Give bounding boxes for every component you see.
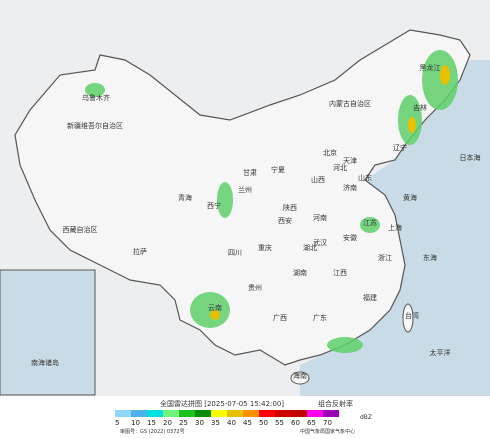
- legend-level: 45: [243, 419, 252, 427]
- place-label: 湖南: [293, 268, 307, 277]
- legend-swatch: [115, 410, 131, 417]
- echo: [360, 217, 380, 233]
- place-label: 湖北: [303, 243, 317, 252]
- place-label: 黑龙江: [420, 63, 441, 72]
- sea: [300, 60, 490, 396]
- place-label: 青海: [178, 193, 192, 202]
- legend-level: 35: [211, 419, 220, 427]
- legend-swatch: [307, 410, 323, 417]
- place-label: 云南: [208, 303, 222, 312]
- product: 组合反射率: [318, 399, 353, 408]
- legend-swatch: [211, 410, 227, 417]
- echo: [422, 50, 458, 110]
- legend-level: 55: [275, 419, 284, 427]
- place-label: 天津: [343, 157, 357, 165]
- place-label: 河南: [313, 213, 327, 222]
- echo: [85, 83, 105, 97]
- legend-swatch: [131, 410, 147, 417]
- legend-level: 50: [259, 419, 268, 427]
- place-label: 甘肃: [243, 168, 257, 177]
- place-label: 东海: [423, 253, 437, 262]
- legend-swatch: [323, 410, 339, 417]
- legend-swatch: [259, 410, 275, 417]
- legend-swatch: [243, 410, 259, 417]
- place-label: 西宁: [207, 201, 221, 210]
- legend-level: 15: [147, 419, 156, 427]
- place-label: 江西: [333, 269, 347, 277]
- place-label: 吉林: [413, 103, 427, 112]
- place-label: 内蒙古自治区: [329, 99, 371, 108]
- legend-swatch: [147, 410, 163, 417]
- taiwan: [402, 303, 414, 333]
- place-label: 上海: [388, 223, 402, 232]
- hainan: [290, 371, 310, 385]
- place-label: 日本海: [460, 153, 481, 162]
- legend-level: 5: [115, 419, 119, 427]
- legend-level: 60: [291, 419, 300, 427]
- legend-swatch: [163, 410, 179, 417]
- place-label: 新疆维吾尔自治区: [67, 121, 123, 130]
- place-label: 福建: [363, 293, 377, 302]
- place-label: 陕西: [283, 203, 297, 212]
- place-label: 重庆: [258, 243, 272, 252]
- approval: 审图号：GS (2022) 0372号: [120, 428, 185, 435]
- echo: [217, 182, 233, 218]
- place-label: 拉萨: [133, 247, 147, 256]
- inset-south-china-sea: [0, 269, 96, 396]
- place-label: 广东: [313, 313, 327, 322]
- legend-swatch: [195, 410, 211, 417]
- legend-level: 65: [307, 419, 316, 427]
- legend-level: 10: [131, 419, 140, 427]
- place-label: 北京: [323, 148, 337, 157]
- echo: [327, 337, 363, 353]
- place-label: 海南: [293, 371, 307, 380]
- legend-level: 70: [323, 419, 332, 427]
- echo: [190, 292, 230, 328]
- place-label: 宁夏: [271, 165, 285, 174]
- place-label: 江苏: [363, 218, 377, 227]
- echo-strong: [210, 65, 450, 320]
- place-label: 济南: [343, 183, 357, 192]
- place-label: 兰州: [238, 185, 252, 194]
- place-label: 南海诸岛: [31, 358, 59, 367]
- source: 中国气象局国家气象中心: [300, 428, 355, 435]
- legend-level: 40: [227, 419, 236, 427]
- place-label: 河北: [333, 164, 347, 172]
- echo: [408, 117, 416, 133]
- place-label: 四川: [228, 249, 242, 257]
- place-label: 山西: [311, 175, 325, 184]
- place-label: 黄海: [403, 193, 417, 202]
- china-outline: [14, 29, 471, 366]
- place-label: 乌鲁木齐: [82, 93, 110, 102]
- footer: [0, 396, 490, 439]
- legend-swatch: [291, 410, 307, 417]
- place-label: 西藏自治区: [63, 225, 98, 234]
- legend-swatch: [227, 410, 243, 417]
- place-label: 安徽: [343, 233, 357, 242]
- place-label: 辽宁: [393, 143, 407, 152]
- legend-level: 30: [195, 419, 204, 427]
- place-label: 广西: [273, 313, 287, 322]
- legend-level: 20: [163, 419, 172, 427]
- title: 全国雷达拼图 [2025-07-05 15:42:00]: [160, 399, 284, 408]
- legend-swatch: [275, 410, 291, 417]
- place-label: 浙江: [378, 253, 392, 262]
- place-label: 武汉: [313, 238, 327, 247]
- legend-swatch: [179, 410, 195, 417]
- place-label: 山东: [358, 173, 372, 182]
- echo: [210, 310, 220, 320]
- place-label: 台湾: [405, 311, 419, 320]
- legend-level: 25: [179, 419, 188, 427]
- echo: [440, 65, 450, 85]
- place-label: 太平洋: [430, 348, 451, 357]
- unit: dBZ: [360, 414, 372, 421]
- place-label: 贵州: [248, 283, 262, 292]
- place-label: 西安: [278, 216, 292, 225]
